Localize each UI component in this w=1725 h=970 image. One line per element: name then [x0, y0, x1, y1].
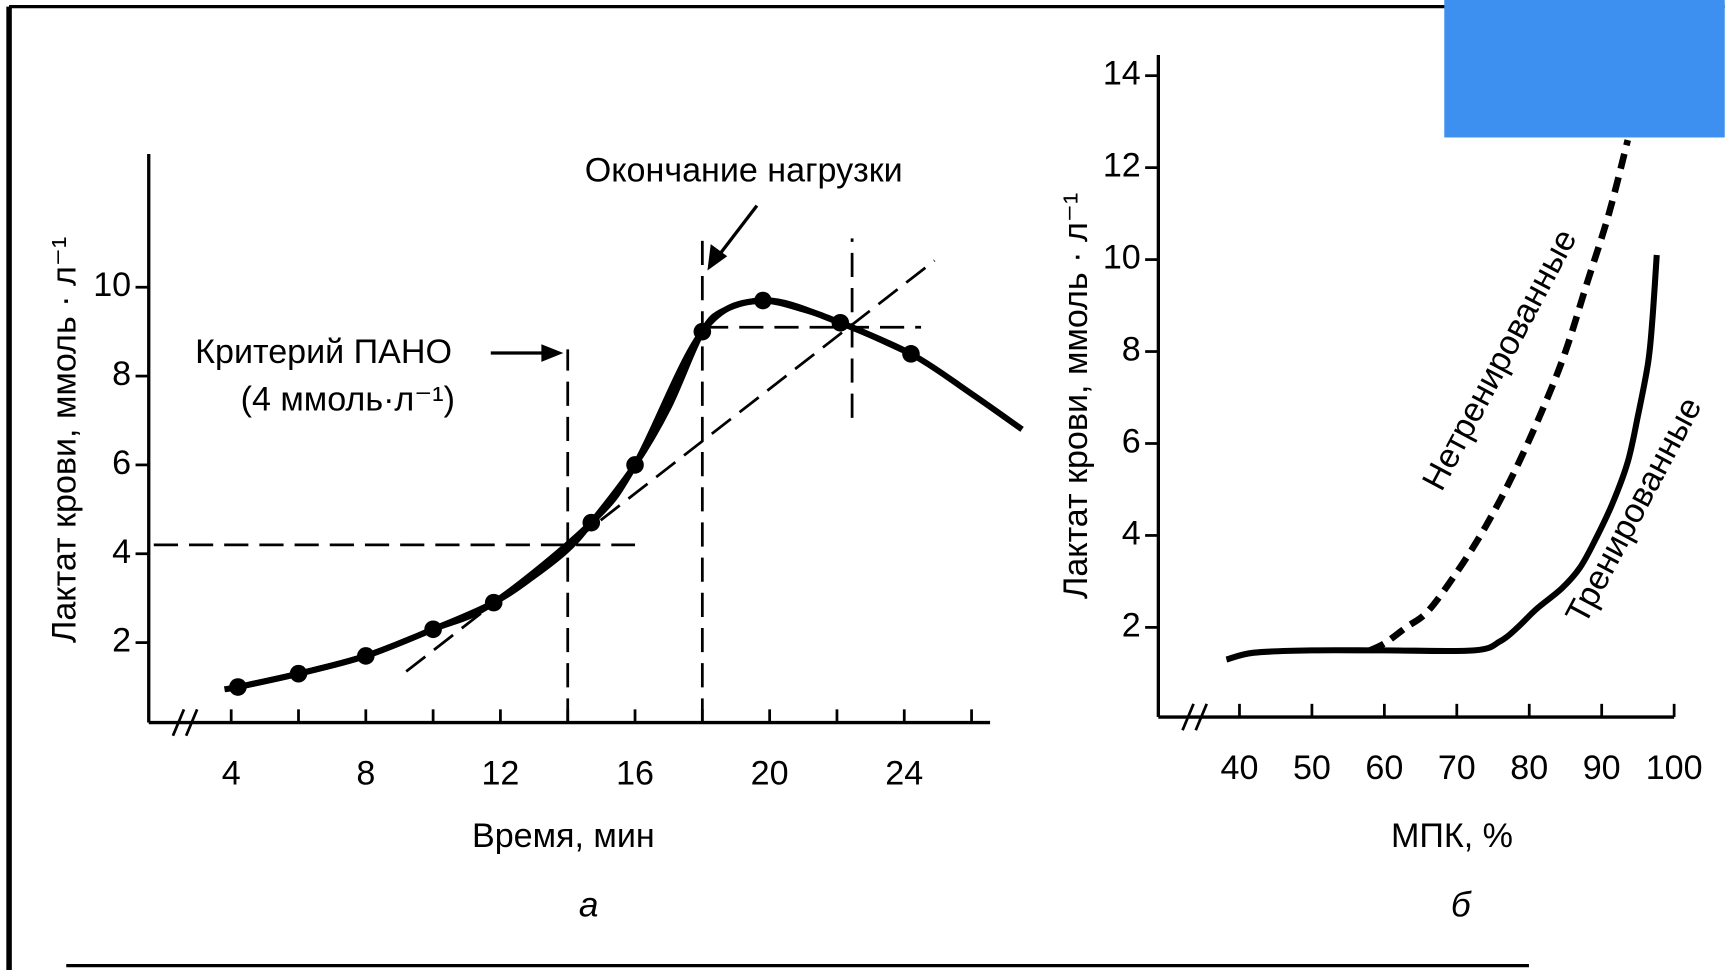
y-tick-label: 14 — [1103, 55, 1141, 93]
y-tick-label: 2 — [1122, 606, 1141, 644]
y-tick-label: 12 — [1103, 147, 1141, 185]
data-point — [484, 593, 503, 612]
arrow-head — [541, 344, 564, 362]
data-point — [902, 345, 920, 363]
curve — [1225, 254, 1660, 663]
x-tick-label: 12 — [481, 754, 519, 792]
x-tick-label: 80 — [1510, 749, 1548, 787]
curve — [1368, 139, 1631, 654]
y-tick-label: 4 — [1122, 514, 1141, 552]
y-tick-label: 4 — [112, 533, 131, 571]
axis-break — [1194, 703, 1208, 731]
data-point — [754, 291, 772, 310]
panel-label: а — [579, 886, 599, 925]
x-tick-label: 20 — [751, 754, 789, 792]
y-axis-label: Лактат крови, ммоль · л⁻¹ — [45, 237, 83, 643]
axis-break — [1181, 703, 1195, 731]
x-tick-label: 40 — [1221, 749, 1259, 787]
x-axis-label: Время, мин — [472, 817, 655, 855]
panel-label: б — [1451, 886, 1472, 925]
x-tick-label: 50 — [1293, 749, 1331, 787]
y-tick-label: 6 — [112, 444, 131, 482]
x-axis-label: МПК, % — [1391, 817, 1513, 855]
arrow — [716, 204, 759, 259]
data-point — [357, 647, 375, 665]
annotation: Критерий ПАНО — [195, 333, 452, 371]
x-tick-label: 16 — [616, 754, 654, 792]
axis-break — [171, 708, 186, 737]
y-tick-label: 8 — [1122, 331, 1141, 369]
annotation: Окончание нагрузки — [585, 152, 903, 190]
x-tick-label: 8 — [356, 754, 375, 792]
data-point — [582, 513, 601, 532]
y-tick-label: 10 — [93, 266, 131, 304]
arrow-head — [707, 244, 728, 271]
blue-block — [1444, 0, 1725, 138]
data-point — [626, 456, 644, 474]
y-tick-label: 2 — [112, 622, 131, 660]
y-tick-label: 8 — [112, 355, 131, 393]
data-point — [289, 664, 308, 683]
x-tick-label: 100 — [1646, 749, 1703, 787]
data-point — [229, 678, 247, 696]
data-point — [424, 620, 442, 639]
annotation: (4 ммоль·л⁻¹) — [241, 380, 455, 418]
axis-break — [184, 708, 199, 737]
y-axis-label: Лактат крови, ммоль · л⁻¹ — [1057, 193, 1095, 599]
x-tick-label: 24 — [885, 754, 923, 792]
data-point — [693, 322, 712, 341]
data-point — [831, 313, 850, 332]
x-tick-label: 4 — [222, 754, 241, 792]
y-tick-label: 6 — [1122, 422, 1141, 460]
y-tick-label: 10 — [1103, 239, 1141, 277]
x-tick-label: 90 — [1583, 749, 1621, 787]
x-tick-label: 60 — [1365, 749, 1403, 787]
x-tick-label: 70 — [1438, 749, 1476, 787]
